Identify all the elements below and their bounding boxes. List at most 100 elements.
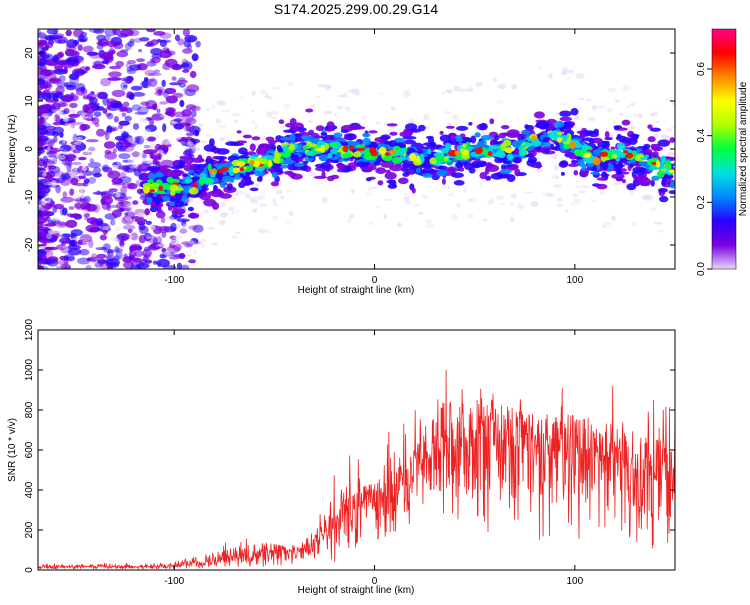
heatmap-cell [184, 242, 193, 248]
heatmap-cell [158, 225, 170, 234]
heatmap-cell [630, 102, 635, 107]
heatmap-cell [389, 131, 398, 136]
heatmap-cell [347, 217, 352, 224]
heatmap-cell [85, 264, 92, 269]
heatmap-cell [108, 252, 117, 258]
heatmap-cell [156, 258, 170, 267]
heatmap-cell [429, 157, 438, 165]
heatmap-cell [68, 206, 75, 210]
heatmap-cell [629, 134, 640, 137]
heatmap-cell [278, 167, 283, 174]
heatmap-cell [175, 190, 181, 194]
heatmap-cell [352, 151, 362, 158]
heatmap-cell [571, 159, 578, 164]
heatmap-cell [273, 202, 279, 207]
y-tick-label: 10 [24, 95, 35, 107]
heatmap-cell [578, 97, 585, 101]
heatmap-cell [141, 135, 149, 141]
heatmap-cell [257, 145, 269, 149]
heatmap-cell [65, 154, 77, 162]
heatmap-cell [218, 219, 226, 226]
heatmap-cell [74, 202, 83, 209]
heatmap-cell [479, 172, 487, 180]
heatmap-cell [124, 115, 132, 122]
heatmap-cell [119, 239, 125, 248]
heatmap-cell [47, 202, 52, 208]
heatmap-cell [188, 169, 195, 174]
heatmap-cell [499, 168, 512, 174]
heatmap-cell [200, 242, 205, 249]
heatmap-cell [220, 201, 226, 207]
heatmap-cell [39, 246, 46, 250]
heatmap-cell [496, 195, 505, 200]
heatmap-cell [179, 228, 188, 234]
heatmap-cell [316, 140, 326, 147]
heatmap-cell [183, 39, 192, 48]
heatmap-cell [315, 147, 322, 152]
heatmap-cell [362, 132, 371, 138]
heatmap-cell [651, 175, 660, 181]
heatmap-cell [117, 114, 124, 118]
heatmap-cell [403, 139, 416, 145]
heatmap-cell [321, 170, 326, 179]
heatmap-cell [149, 225, 156, 231]
heatmap-cell [448, 193, 454, 196]
heatmap-cell [275, 189, 283, 196]
heatmap-cell [145, 259, 153, 264]
heatmap-cell [232, 167, 240, 174]
heatmap-cell [411, 187, 416, 194]
heatmap-cell [490, 172, 504, 180]
heatmap-cell [425, 135, 434, 140]
x-tick-label: -100 [164, 275, 184, 286]
heatmap-cell [143, 128, 152, 134]
heatmap-cell [621, 119, 631, 126]
heatmap-cell [82, 208, 89, 215]
heatmap-cell [236, 190, 246, 195]
heatmap-cell [666, 174, 674, 179]
heatmap-cell [567, 163, 579, 167]
heatmap-cell [183, 164, 196, 172]
heatmap-cell [244, 193, 251, 199]
heatmap-cell [314, 163, 326, 168]
heatmap-cell [169, 256, 180, 260]
snr-x-ticks: -100 0 100 [164, 330, 584, 587]
heatmap-cell [647, 136, 656, 143]
heatmap-cell [109, 103, 124, 108]
heatmap-cell [524, 191, 534, 194]
heatmap-cell [202, 208, 209, 215]
heatmap-cell [495, 99, 505, 104]
heatmap-cell [149, 189, 156, 193]
heatmap-cell [53, 203, 65, 210]
heatmap-cell [215, 156, 227, 160]
heatmap-cell [581, 137, 595, 142]
heatmap-cell [437, 165, 448, 170]
heatmap-cell [173, 234, 183, 241]
heatmap-cell [145, 220, 152, 225]
heatmap-cell [181, 109, 192, 117]
heatmap-cell [497, 202, 505, 205]
heatmap-cell [41, 201, 47, 206]
heatmap-cell [348, 214, 355, 219]
heatmap-cell [156, 108, 161, 114]
colorbar-ticks: 0.0 0.2 0.4 0.6 [696, 62, 712, 276]
heatmap-cell [149, 151, 154, 159]
heatmap-cell [89, 96, 98, 105]
heatmap-cell [112, 226, 122, 232]
heatmap-cell [603, 157, 610, 161]
heatmap-cell [512, 157, 522, 164]
heatmap-cell [40, 68, 45, 74]
heatmap-cell [256, 176, 263, 182]
heatmap-cell [575, 185, 582, 188]
heatmap-cell [577, 189, 587, 194]
heatmap-cell [236, 160, 246, 167]
heatmap-cell [566, 77, 571, 80]
heatmap-cell [121, 112, 127, 117]
heatmap-cell [93, 29, 105, 34]
heatmap-cell [62, 174, 71, 180]
heatmap-cell [418, 124, 426, 132]
heatmap-cell [644, 154, 650, 158]
heatmap-cell [219, 181, 226, 188]
heatmap-cell [384, 141, 394, 145]
heatmap-cell [108, 71, 122, 78]
heatmap-cell [189, 194, 200, 198]
